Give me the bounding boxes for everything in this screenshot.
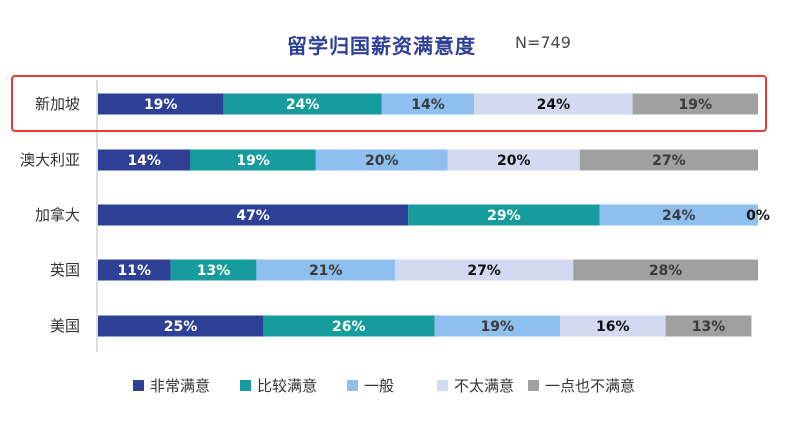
- legend-item: 一般: [347, 373, 394, 397]
- bar-segment: [560, 315, 666, 337]
- bar-segment: [98, 204, 409, 226]
- data-label: 16%: [596, 319, 630, 335]
- legend-item: 一点也不满意: [528, 373, 635, 397]
- legend-swatch: [133, 379, 144, 391]
- data-label: 19%: [679, 97, 713, 113]
- bar-segment: [434, 315, 560, 337]
- category-label: 美国: [50, 317, 80, 335]
- data-label: 27%: [652, 153, 686, 169]
- legend-label: 比较满意: [257, 376, 318, 395]
- bar-segment: [408, 204, 600, 226]
- category-label: 加拿大: [35, 206, 80, 224]
- data-label: 24%: [537, 97, 571, 113]
- legend-label: 不太满意: [454, 376, 515, 395]
- data-label: 27%: [467, 263, 501, 279]
- legend-item: 比较满意: [240, 373, 317, 397]
- data-label: 28%: [649, 263, 683, 279]
- bar-segment: [573, 259, 758, 281]
- bar-segment: [579, 149, 758, 171]
- data-label: 19%: [236, 153, 270, 169]
- data-label: 20%: [365, 153, 399, 169]
- bar-segment: [256, 259, 395, 281]
- bar-segment: [599, 204, 758, 226]
- data-label: 11%: [118, 263, 152, 279]
- data-label: 26%: [332, 319, 366, 335]
- data-label: 13%: [692, 319, 726, 335]
- category-label: 澳大利亚: [20, 151, 80, 169]
- chart-legend: 非常满意 比较满意 一般 不太满意 一点也不满意: [0, 373, 800, 397]
- bar-segment: [381, 93, 475, 115]
- bar-segment: [447, 149, 580, 171]
- bar-segment: [395, 259, 574, 281]
- data-label: 14%: [411, 97, 445, 113]
- legend-swatch: [437, 379, 448, 391]
- bar-segment: [98, 149, 191, 171]
- category-label: 新加坡: [35, 95, 80, 113]
- bar-segment: [190, 149, 316, 171]
- bar-segment: [632, 93, 758, 115]
- data-label: 13%: [197, 263, 231, 279]
- data-label: 19%: [481, 319, 515, 335]
- data-label: 14%: [127, 153, 161, 169]
- category-label: 英国: [50, 261, 80, 279]
- data-label: 0%: [746, 208, 770, 224]
- data-label: 20%: [497, 153, 531, 169]
- legend-item: 不太满意: [437, 373, 514, 397]
- chart-title: 留学归国薪资满意度: [287, 34, 476, 58]
- bar-segment: [315, 149, 448, 171]
- legend-swatch: [347, 379, 358, 391]
- highlight-frame: [11, 75, 767, 132]
- data-label: 29%: [487, 208, 521, 224]
- bar-segment: [98, 259, 171, 281]
- bar-segment: [665, 315, 752, 337]
- data-label: 24%: [662, 208, 696, 224]
- sample-size-label: N=749: [515, 33, 571, 52]
- data-label: 21%: [309, 263, 343, 279]
- bar-segment: [263, 315, 435, 337]
- data-label: 47%: [236, 208, 270, 224]
- chart-header: 留学归国薪资满意度 N=749: [0, 28, 800, 58]
- legend-swatch: [240, 379, 251, 391]
- bar-segment: [98, 315, 263, 337]
- legend-item: 非常满意: [133, 373, 210, 397]
- legend-label: 一点也不满意: [545, 376, 636, 395]
- legend-label: 一般: [364, 376, 395, 395]
- bar-segment: [98, 93, 224, 115]
- legend-swatch: [528, 379, 539, 391]
- legend-label: 非常满意: [150, 376, 211, 395]
- data-label: 25%: [164, 319, 198, 335]
- data-label: 24%: [286, 97, 320, 113]
- bar-segment: [474, 93, 633, 115]
- bar-segment: [223, 93, 382, 115]
- bar-segment: [170, 259, 257, 281]
- data-label: 19%: [144, 97, 178, 113]
